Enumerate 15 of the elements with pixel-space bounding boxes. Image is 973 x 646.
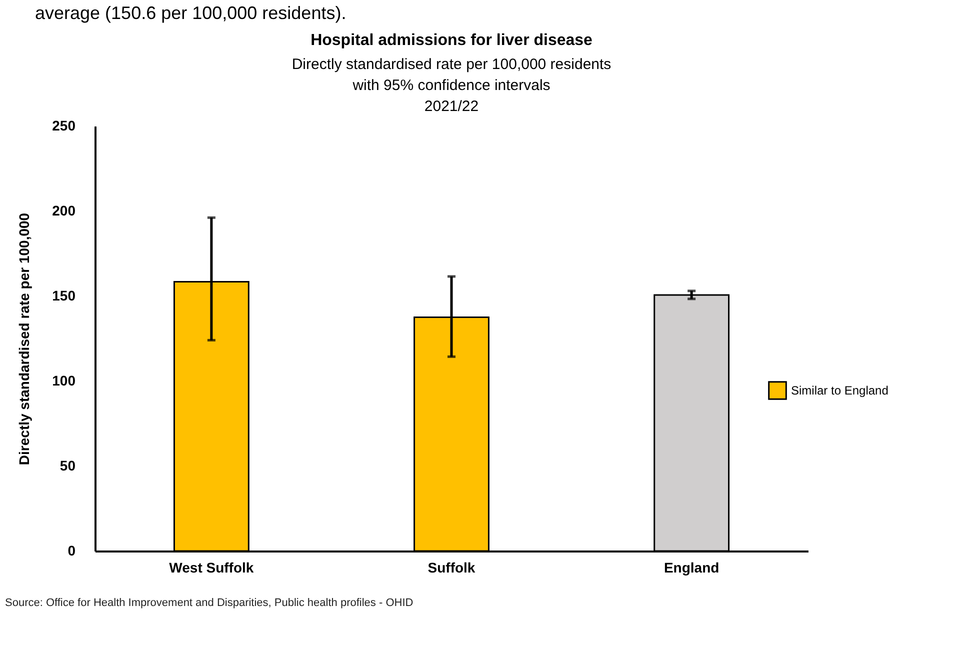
x-tick-label: England: [664, 560, 720, 576]
legend-label: Similar to England: [791, 384, 888, 398]
y-tick-label: 0: [68, 542, 76, 558]
y-tick-label: 150: [52, 288, 76, 304]
y-tick-label: 250: [52, 118, 76, 134]
source-note: Source: Office for Health Improvement and Disparities, Public health profiles - OHID: [5, 597, 414, 609]
x-tick-label: West Suffolk: [169, 560, 254, 576]
text: average (150.6 per 100,000 residents).: [35, 3, 346, 23]
y-tick-label: 200: [52, 202, 76, 218]
y-axis-title: Directly standardised rate per 100,000: [16, 212, 32, 466]
chart-subtitle: Directly standardised rate per 100,000 residents with 95% confidence intervals 2021/22: [292, 56, 612, 115]
y-tick-label: 50: [60, 458, 76, 474]
y-tick-label: 100: [52, 372, 76, 388]
chart-title: Hospital admissions for liver disease: [310, 32, 593, 49]
x-tick-label: Suffolk: [428, 560, 476, 576]
